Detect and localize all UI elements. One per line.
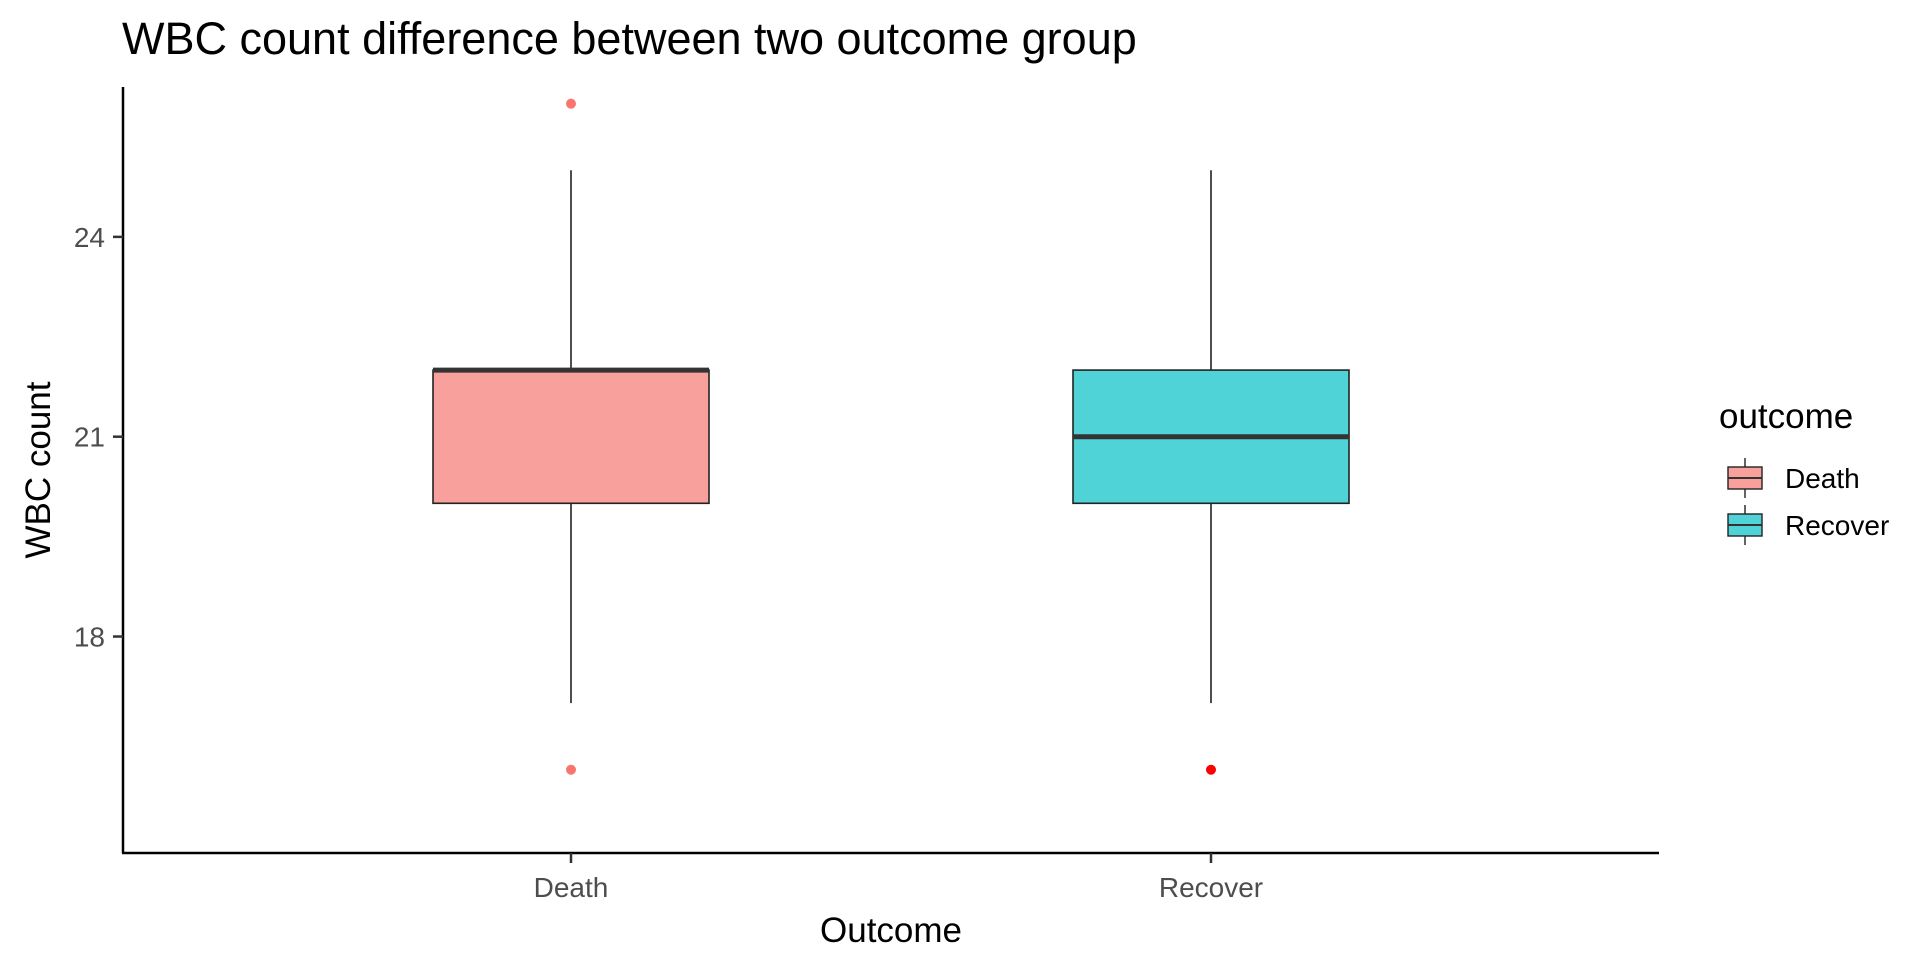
box-death (432, 98, 710, 775)
y-axis-ticks: 18 21 24 (74, 222, 123, 653)
legend-title: outcome (1719, 397, 1853, 436)
y-tick-label: 21 (74, 422, 105, 453)
outlier-point (566, 98, 576, 109)
outlier-point (566, 764, 576, 775)
box-iqr (432, 369, 710, 505)
x-axis-title: Outcome (820, 911, 962, 950)
legend-items: Death Recover (1727, 458, 1889, 545)
y-tick-label: 18 (74, 622, 105, 653)
legend-label: Recover (1785, 510, 1889, 541)
box-recover (1072, 170, 1350, 775)
legend: outcome Death Recover (1719, 397, 1889, 545)
x-tick-label: Death (534, 872, 609, 903)
y-axis-title: WBC count (19, 381, 58, 558)
legend-item-recover: Recover (1727, 505, 1889, 545)
x-axis-ticks: Death Recover (534, 853, 1263, 903)
legend-label: Death (1785, 463, 1860, 494)
x-tick-label: Recover (1159, 872, 1263, 903)
outlier-point (1206, 764, 1216, 775)
legend-item-death: Death (1727, 458, 1860, 498)
y-tick-label: 24 (74, 222, 105, 253)
chart-title: WBC count difference between two outcome… (122, 13, 1137, 64)
plot-area (432, 98, 1350, 775)
